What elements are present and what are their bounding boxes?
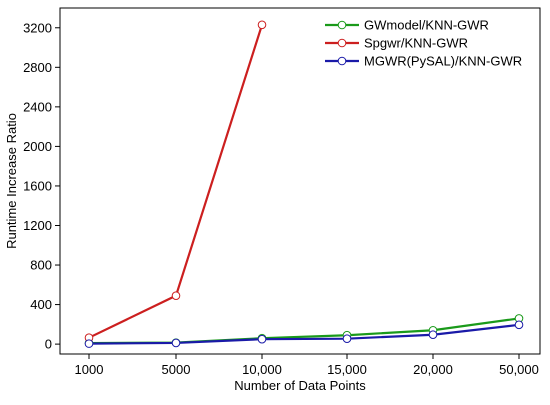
legend-label: Spgwr/KNN-GWR [364,36,468,51]
x-tick-label: 1000 [75,362,104,377]
x-tick-label: 15,000 [327,362,367,377]
y-tick-label: 1600 [23,178,52,193]
plot-frame [59,7,541,355]
y-tick-label: 800 [30,258,52,273]
x-tick-label: 10,000 [242,362,282,377]
y-tick-label: 0 [45,337,52,352]
data-point [428,330,438,340]
legend-label: MGWR(PySAL)/KNN-GWR [364,54,522,69]
x-tick-label: 50,000 [499,362,539,377]
data-point [342,334,352,343]
series-lines [88,24,520,345]
legend: GWmodel/KNN-GWR Spgwr/KNN-GWR MGWR(PySAL)/… [325,18,522,69]
legend-swatch-marker [337,20,347,30]
data-point [171,338,181,348]
y-axis-label: Runtime Increase Ratio [4,113,19,249]
legend-swatch-marker [337,56,347,66]
series-line-1 [88,24,264,339]
x-axis: 1000 5000 10,000 15,000 20,000 50,000 [75,354,539,377]
data-point [257,334,267,344]
series-points [84,20,524,348]
y-tick-label: 3200 [23,20,52,35]
x-axis-label: Number of Data Points [234,378,366,393]
x-tick-label: 5000 [162,362,191,377]
y-tick-label: 2800 [23,60,52,75]
data-point [171,291,181,300]
legend-item: MGWR(PySAL)/KNN-GWR [325,54,522,69]
y-tick-label: 2000 [23,139,52,154]
legend-item: Spgwr/KNN-GWR [325,36,468,51]
y-tick-label: 2400 [23,99,52,114]
series-line-2 [88,323,520,345]
legend-item: GWmodel/KNN-GWR [325,18,489,33]
data-point [257,20,267,30]
legend-swatch-marker [337,38,347,48]
y-tick-label: 400 [30,297,52,312]
x-tick-label: 20,000 [413,362,453,377]
y-tick-label: 1200 [23,218,52,233]
legend-label: GWmodel/KNN-GWR [364,18,489,33]
data-point [84,339,94,348]
y-axis: 0 400 800 1200 1600 2000 2400 2800 3200 [23,20,60,352]
data-point [514,320,524,330]
